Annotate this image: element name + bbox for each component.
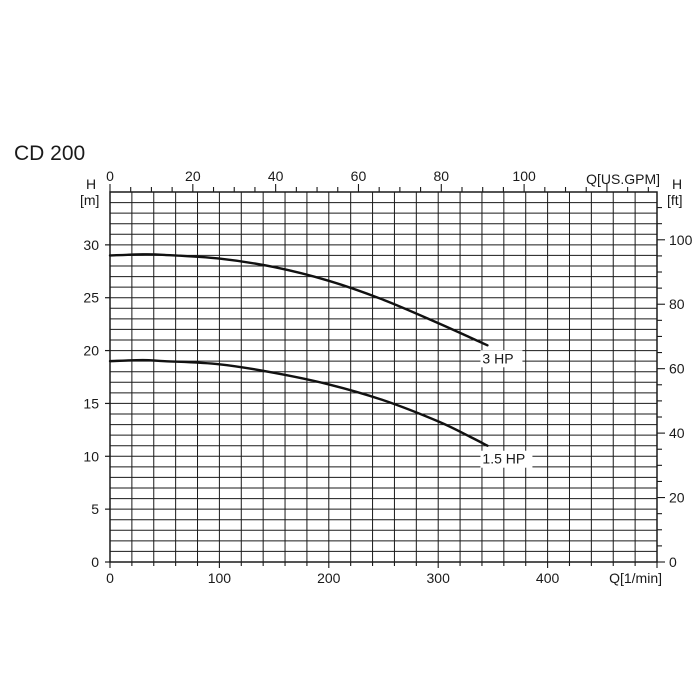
y-left-tick-label: 30 — [83, 237, 99, 253]
grid — [110, 192, 657, 562]
y-right-tick-label: 0 — [669, 554, 677, 570]
y-left-label: H — [86, 176, 96, 192]
y-right-label: H — [672, 176, 682, 192]
y-left-axis: 0 5 10 15 20 25 30 — [83, 237, 110, 570]
x-top-tick-label: 100 — [512, 168, 536, 184]
y-left-tick-label: 10 — [83, 448, 99, 464]
y-left-tick-label: 25 — [83, 290, 99, 306]
y-right-tick-label: 80 — [669, 296, 685, 312]
plot-frame — [109, 191, 658, 563]
x-top-axis: 0 20 40 60 80 100 — [106, 168, 649, 192]
y-right-tick-label: 20 — [669, 490, 685, 506]
x-top-label: Q[US.GPM] — [586, 171, 660, 187]
y-right-unit: [ft] — [667, 192, 683, 208]
x-bottom-tick-label: 400 — [536, 570, 560, 586]
y-right-tick-label: 100 — [669, 232, 693, 248]
x-top-tick-label: 20 — [185, 168, 201, 184]
chart-title: CD 200 — [14, 142, 85, 165]
y-left-tick-label: 0 — [91, 554, 99, 570]
x-bottom-tick-label: 300 — [427, 570, 451, 586]
x-bottom-tick-label: 200 — [317, 570, 341, 586]
series-label-background — [480, 450, 533, 468]
series-label-background — [480, 350, 523, 368]
series-line — [108, 253, 489, 347]
y-left-unit: [m] — [80, 192, 99, 208]
x-top-tick-label: 60 — [351, 168, 367, 184]
series-label: 1.5 HP — [482, 451, 525, 467]
series-label: 3 HP — [482, 350, 513, 366]
x-top-tick-label: 0 — [106, 168, 114, 184]
series-line — [108, 358, 489, 447]
series-group: 3 HP 1.5 HP — [108, 253, 533, 468]
y-left-tick-label: 5 — [91, 501, 99, 517]
plot-border — [109, 191, 658, 563]
x-bottom-label: Q[1/min] — [609, 570, 662, 586]
x-bottom-tick-label: 0 — [106, 570, 114, 586]
y-right-tick-label: 40 — [669, 425, 685, 441]
y-right-axis: 0 20 40 60 80 100 — [657, 207, 693, 570]
y-left-tick-label: 15 — [83, 395, 99, 411]
x-bottom-tick-label: 100 — [208, 570, 232, 586]
y-left-tick-label: 20 — [83, 343, 99, 359]
y-right-tick-label: 60 — [669, 361, 685, 377]
x-bottom-axis: 0 100 200 300 400 — [106, 562, 658, 586]
x-top-tick-label: 80 — [434, 168, 450, 184]
x-top-tick-label: 40 — [268, 168, 284, 184]
